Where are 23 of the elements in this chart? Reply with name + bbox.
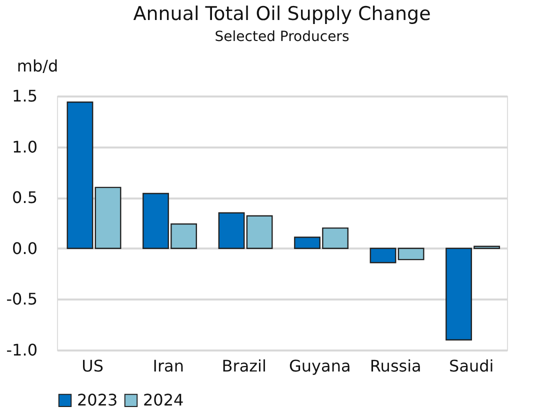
x-tick-label: Iran xyxy=(152,356,184,376)
y-tick-label: -0.5 xyxy=(6,290,38,309)
y-tick-label: 0.5 xyxy=(12,188,38,208)
x-tick-label: Brazil xyxy=(222,356,266,376)
bar xyxy=(370,248,396,264)
chart-subtitle: Selected Producers xyxy=(214,29,350,45)
legend-label: 2023 xyxy=(77,390,118,410)
y-tick-label: 0.0 xyxy=(12,238,38,258)
x-tick-label: Guyana xyxy=(288,356,351,376)
chart-title: Annual Total Oil Supply Change xyxy=(133,3,431,25)
bar xyxy=(94,186,122,249)
y-tick-label: -1.0 xyxy=(6,340,38,360)
y-tick-label: 1.0 xyxy=(12,137,38,156)
y-axis-title: mb/d xyxy=(16,56,58,76)
x-tick-label: US xyxy=(82,356,104,376)
legend-label: 2024 xyxy=(143,390,184,410)
y-tick-label: 1.5 xyxy=(12,86,38,106)
bar xyxy=(66,101,94,249)
bar xyxy=(246,215,273,249)
bar xyxy=(398,248,424,260)
bar xyxy=(218,212,245,249)
x-tick-label: Russia xyxy=(370,356,422,376)
x-tick-label: Saudi xyxy=(449,356,494,376)
